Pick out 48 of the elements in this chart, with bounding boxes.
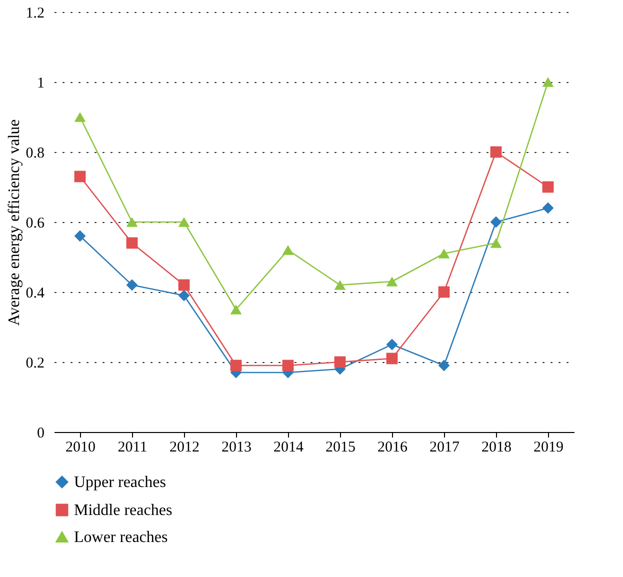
point: [126, 237, 138, 249]
y-tick-label: 0: [37, 426, 44, 442]
x-tick-label: 2013: [222, 440, 252, 456]
x-tick-label: 2016: [378, 440, 408, 456]
y-tick-label: 0.2: [26, 356, 44, 372]
x-tick-label: 2011: [118, 440, 148, 456]
point: [178, 279, 190, 291]
point: [438, 248, 450, 258]
x-tick-label: 2014: [274, 440, 304, 456]
point: [542, 181, 554, 193]
point: [334, 356, 346, 368]
point: [282, 245, 294, 255]
point: [542, 77, 554, 87]
point: [386, 338, 398, 350]
x-tick-label: 2012: [170, 440, 200, 456]
x-tick-label: 2019: [534, 440, 564, 456]
point: [542, 202, 554, 214]
point: [178, 290, 190, 302]
legend-label: Lower reaches: [74, 529, 168, 546]
point: [334, 280, 346, 290]
legend-label: Upper reaches: [74, 474, 166, 491]
point: [386, 276, 398, 286]
legend-label: Middle reaches: [74, 502, 172, 519]
point: [178, 217, 190, 227]
point: [126, 279, 138, 291]
y-tick-label: 0.8: [26, 146, 44, 162]
point: [74, 230, 86, 242]
point: [74, 170, 86, 182]
point: [282, 360, 294, 372]
point: [490, 146, 502, 158]
point: [438, 360, 450, 372]
point: [438, 286, 450, 298]
y-axis-title: Average energy efficiency value: [6, 119, 23, 326]
point: [490, 238, 502, 248]
point: [230, 304, 242, 314]
y-tick-label: 1.2: [26, 6, 44, 22]
y-tick-label: 0.4: [26, 286, 45, 302]
point: [126, 217, 138, 227]
x-tick-label: 2010: [66, 440, 96, 456]
point: [230, 360, 242, 372]
y-tick-label: 1: [37, 76, 44, 92]
y-tick-label: 0.6: [26, 216, 45, 232]
point: [490, 216, 502, 228]
x-tick-label: 2015: [326, 440, 356, 456]
x-tick-label: 2018: [482, 440, 512, 456]
point: [74, 112, 86, 122]
point: [386, 352, 398, 364]
x-tick-label: 2017: [430, 440, 460, 456]
